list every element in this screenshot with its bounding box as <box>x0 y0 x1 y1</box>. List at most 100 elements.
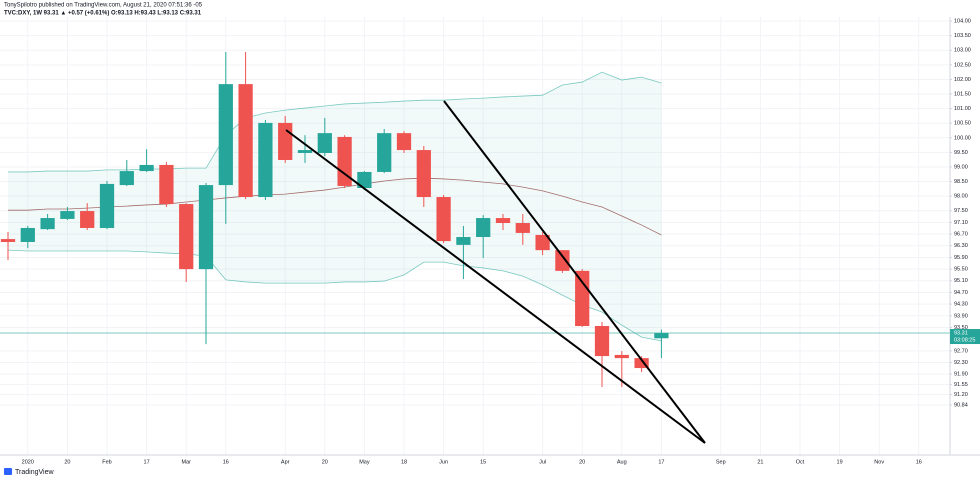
candle-body <box>238 84 253 198</box>
symbol-info: TVC:DXY, 1W 93.31 ▲ +0.57 (+0.61%) O:93.… <box>4 11 202 17</box>
candle-body <box>654 333 669 339</box>
candle-body <box>139 164 154 172</box>
candle <box>40 213 55 231</box>
x-tick-label: Jun <box>439 459 448 465</box>
candle <box>377 129 392 174</box>
candle-body <box>297 150 313 153</box>
candle <box>654 329 669 359</box>
candle-body <box>60 211 75 219</box>
x-tick-label: 16 <box>223 459 229 465</box>
candle <box>297 135 313 163</box>
x-tick-label: 20 <box>322 459 328 465</box>
x-tick-label: Jul <box>539 459 546 465</box>
candle-body <box>535 234 550 251</box>
candle <box>594 321 610 388</box>
candle <box>535 232 550 256</box>
candle <box>396 131 412 153</box>
y-tick-label: 91.90 <box>954 372 968 378</box>
candle-body <box>495 218 511 224</box>
candle <box>456 225 471 280</box>
candle <box>515 213 530 245</box>
y-tick-label: 92.70 <box>954 348 968 354</box>
candle <box>218 52 233 224</box>
candle <box>278 115 293 163</box>
candle <box>416 145 431 207</box>
candle <box>139 149 154 172</box>
candle-body <box>40 218 55 230</box>
candle-body <box>159 164 174 205</box>
candle-body <box>555 250 570 271</box>
candle <box>436 195 451 244</box>
y-tick-label: 97.10 <box>954 220 968 226</box>
y-tick-label: 100.00 <box>954 135 971 141</box>
x-tick-label: May <box>359 459 370 465</box>
y-tick-label: 97.50 <box>954 208 968 214</box>
candle-body <box>456 237 471 245</box>
grid <box>0 17 950 455</box>
candle-body <box>377 133 392 172</box>
candle-body <box>119 171 134 186</box>
candle-body <box>258 122 273 198</box>
x-tick-label: Nov <box>874 459 884 465</box>
candle-body <box>278 122 293 160</box>
candle <box>179 203 194 282</box>
candle-body <box>80 211 95 228</box>
candle-body <box>99 183 115 228</box>
candle-body <box>436 197 451 242</box>
candle <box>20 225 35 249</box>
candle-body <box>614 354 629 359</box>
price-axis-bg <box>950 0 980 481</box>
y-tick-label: 91.20 <box>954 392 968 398</box>
x-tick-label: 17 <box>658 459 664 465</box>
candle-body <box>634 358 649 369</box>
x-tick-label: 20 <box>579 459 585 465</box>
trendline <box>443 100 706 444</box>
bollinger-bands <box>0 71 950 342</box>
candle <box>258 120 273 200</box>
x-tick-label: 17 <box>144 459 150 465</box>
y-tick-label: 98.00 <box>954 194 968 200</box>
y-tick-label: 92.30 <box>954 360 968 366</box>
y-tick-label: 104.00 <box>954 19 971 25</box>
x-tick-label: Mar <box>181 459 191 465</box>
y-tick-label: 98.50 <box>954 179 968 185</box>
candle <box>60 206 75 221</box>
axes: 104.00 103.50 103.00 102.50 102.00 101.50 101.… <box>22 19 980 465</box>
x-tick-label: Oct <box>796 459 805 465</box>
countdown: 03:08:25 <box>954 337 975 343</box>
candle <box>555 250 570 273</box>
candle-body <box>0 239 16 242</box>
x-tick-label: Apr <box>281 459 290 465</box>
y-tick-label: 93.90 <box>954 313 968 319</box>
band-line <box>8 177 662 236</box>
candle-body <box>416 150 431 198</box>
x-tick-label: Sep <box>716 459 726 465</box>
candle <box>0 232 16 261</box>
candle-body <box>179 204 194 270</box>
x-tick-label: 16 <box>916 459 922 465</box>
candle-body <box>20 227 35 242</box>
candle-body <box>337 136 352 186</box>
candle-body <box>515 223 530 233</box>
band-line <box>8 71 662 173</box>
candle <box>495 213 511 231</box>
y-tick-label: 100.50 <box>954 121 971 127</box>
candle <box>238 52 253 200</box>
logo-text: TradingView <box>15 469 54 476</box>
candle <box>337 135 352 188</box>
y-tick-label: 95.90 <box>954 255 968 261</box>
y-tick-label: 99.50 <box>954 150 968 156</box>
x-tick-label: Aug <box>617 459 627 465</box>
logo-icon <box>4 468 12 475</box>
x-tick-label: 20 <box>64 459 70 465</box>
candle-body <box>594 326 610 357</box>
y-tick-label: 93.50 <box>954 325 968 331</box>
y-tick-label: 95.50 <box>954 267 968 273</box>
y-tick-label: 101.00 <box>954 106 971 112</box>
attribution: TonySpilotro published on TradingView.co… <box>4 3 203 9</box>
price-tag-label: 93.31 <box>954 330 968 336</box>
x-tick-label: 21 <box>757 459 763 465</box>
candle <box>198 183 214 345</box>
